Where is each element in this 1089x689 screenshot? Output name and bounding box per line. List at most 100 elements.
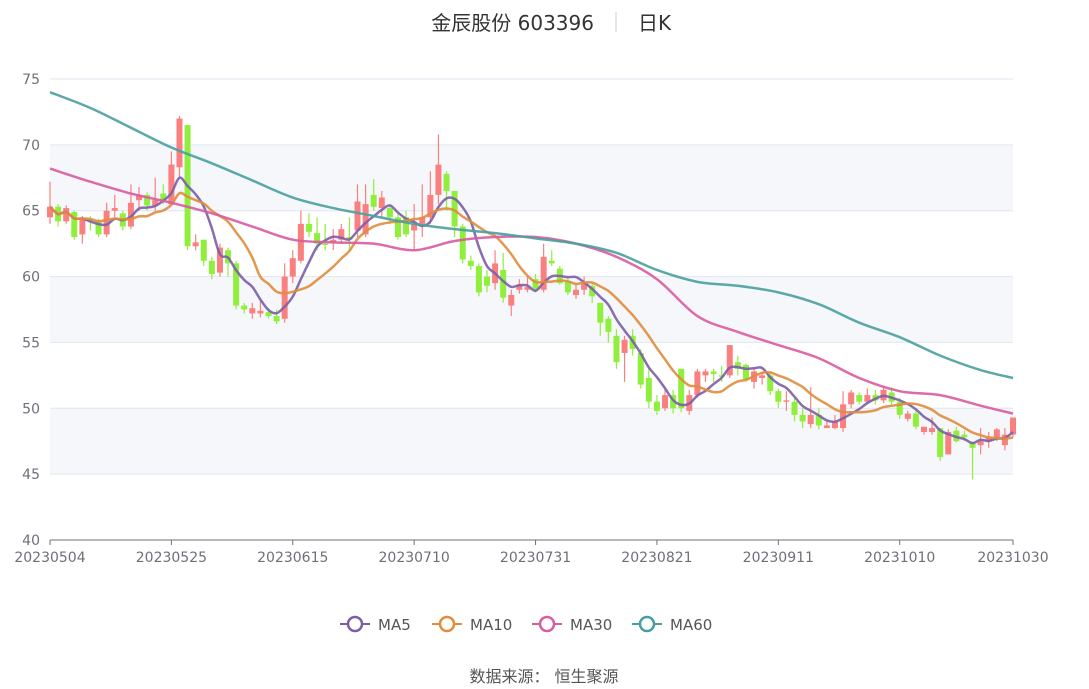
candle-down: [241, 302, 248, 314]
candle-down: [467, 255, 474, 270]
candle-body: [791, 401, 798, 415]
candle-down: [645, 368, 652, 409]
candle-up: [249, 302, 256, 319]
candle-up: [419, 184, 426, 238]
line-ma10: [49, 191, 1014, 440]
candle-body: [904, 413, 911, 419]
candle-body: [451, 190, 458, 227]
candle-up: [573, 284, 580, 299]
y-tick-label: 40: [22, 533, 40, 549]
candle-down: [443, 171, 450, 211]
candle-up: [621, 335, 628, 382]
legend-label: MA10: [470, 616, 512, 634]
legend: MA5 MA10 MA30 MA60: [340, 615, 712, 634]
line-ma60: [49, 91, 1014, 380]
candle-body: [427, 194, 434, 218]
candle-body: [848, 392, 855, 405]
candle-up: [297, 210, 304, 264]
candle-down: [403, 210, 410, 238]
candle-body: [977, 441, 984, 446]
candle-body: [912, 413, 919, 427]
candle-down: [305, 213, 312, 238]
candle-up: [168, 151, 175, 205]
candle-body: [216, 247, 223, 273]
grid-band: [50, 408, 1013, 475]
candle-body: [742, 364, 749, 380]
y-tick-label: 50: [22, 401, 40, 417]
candle-up: [783, 391, 790, 411]
grid-band: [50, 144, 1013, 211]
legend-circle-icon: [346, 615, 364, 633]
candle-body: [783, 400, 790, 402]
legend-item-ma60[interactable]: MA60: [632, 615, 712, 634]
candle-down: [937, 428, 944, 461]
legend-item-ma10[interactable]: MA10: [432, 615, 512, 634]
candle-body: [653, 401, 660, 411]
candle-up: [111, 194, 118, 218]
legend-label: MA30: [570, 616, 612, 634]
data-source: 数据来源： 恒生聚源: [469, 667, 618, 686]
candle-up: [47, 181, 53, 224]
legend-item-ma5[interactable]: MA5: [340, 615, 411, 634]
candle-up: [427, 171, 434, 224]
candle-down: [613, 329, 620, 369]
candle-body: [273, 316, 280, 322]
candle-down: [605, 316, 612, 343]
legend-circle-icon: [538, 615, 556, 633]
grid-bands: [50, 79, 1013, 540]
candle-down: [791, 397, 798, 422]
y-tick-label: 75: [22, 72, 40, 88]
candle-body: [160, 193, 167, 201]
candle-down: [564, 276, 571, 296]
candle-body: [63, 208, 70, 222]
candle-down: [734, 355, 741, 376]
candle-body: [823, 425, 830, 429]
candle-body: [645, 377, 652, 402]
candle-down: [597, 302, 604, 336]
candle-body: [47, 206, 53, 218]
candle-down: [370, 179, 377, 211]
chart-title: 金辰股份 603396 日K: [431, 11, 672, 35]
period-title: 日K: [638, 11, 672, 35]
candle-body: [969, 442, 976, 448]
candle-body: [103, 210, 110, 235]
candle-body: [403, 217, 410, 235]
candle-body: [734, 362, 741, 369]
candle-body: [459, 226, 466, 260]
x-tick-label: 20230731: [500, 550, 571, 566]
legend-label: MA5: [378, 616, 411, 634]
candle-up: [136, 187, 143, 211]
candle-body: [961, 434, 968, 438]
candle-up: [330, 229, 337, 251]
candle-up: [977, 428, 984, 455]
line-ma30: [49, 167, 1014, 415]
x-tick-label: 20230615: [257, 550, 328, 566]
candle-body: [920, 426, 927, 432]
candle-down: [386, 204, 393, 224]
candle-down: [969, 442, 976, 480]
candle-up: [823, 421, 830, 429]
candle-body: [702, 371, 709, 376]
candle-down: [200, 239, 207, 267]
candle-body: [144, 194, 151, 206]
candle-body: [241, 305, 248, 310]
candle-body: [613, 335, 620, 363]
candle-body: [637, 352, 644, 385]
candle-body: [564, 281, 571, 293]
candle-body: [249, 308, 256, 314]
candle-up: [362, 184, 369, 238]
candle-up: [581, 276, 588, 296]
legend-item-ma30[interactable]: MA30: [532, 615, 612, 634]
candle-up: [411, 204, 418, 251]
candle-up: [662, 388, 669, 411]
candle-up: [127, 184, 134, 230]
candle-body: [435, 164, 442, 195]
candle-body: [532, 279, 539, 290]
candle-down: [475, 263, 482, 297]
candle-up: [848, 389, 855, 409]
candle-body: [386, 208, 393, 218]
candle-up: [354, 184, 361, 238]
candle-body: [662, 395, 669, 409]
x-tick-label: 20230710: [379, 550, 450, 566]
